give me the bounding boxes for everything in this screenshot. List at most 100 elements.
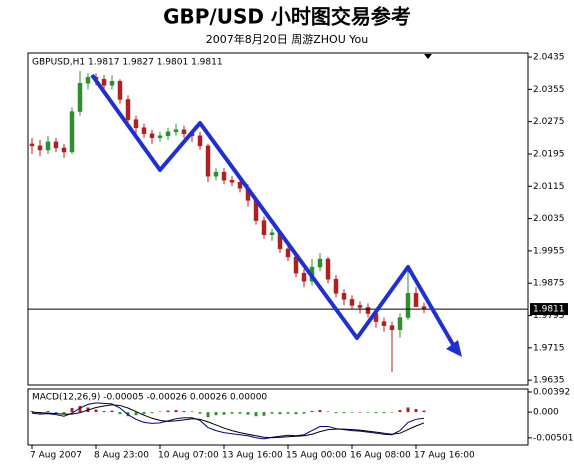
- candle-body: [85, 76, 91, 84]
- candle-body: [205, 145, 211, 177]
- macd-histogram-bar: [262, 412, 266, 416]
- x-tick-label: 16 Aug 08:00: [350, 451, 411, 461]
- candle-body: [301, 272, 307, 282]
- x-tick-label: 13 Aug 16:00: [222, 451, 283, 461]
- macd-histogram-bar: [390, 412, 394, 413]
- macd-histogram-bar: [406, 407, 410, 413]
- candle-body: [173, 129, 179, 133]
- candle-body: [77, 83, 83, 112]
- macd-y-tick-label: 0.000: [533, 408, 559, 418]
- macd-histogram-bar: [254, 412, 258, 417]
- macd-histogram-bar: [46, 411, 50, 413]
- macd-panel: [27, 388, 529, 446]
- macd-histogram-bar: [334, 412, 338, 414]
- macd-histogram-bar: [422, 410, 426, 413]
- y-tick-label: 2.0275: [533, 117, 565, 127]
- macd-histogram-bar: [398, 410, 402, 413]
- macd-histogram-bar: [54, 412, 58, 414]
- y-tick-label: 1.9795: [533, 311, 565, 321]
- macd-histogram-bar: [374, 412, 378, 414]
- candle-body: [269, 232, 275, 236]
- macd-histogram-bar: [318, 410, 322, 413]
- macd-histogram-bar: [238, 412, 242, 414]
- macd-info: MACD(12,26,9) -0.00005 -0.00026 0.00026 …: [32, 393, 267, 403]
- price-info: GBPUSD,H1 1.9817 1.9827 1.9801 1.9811: [32, 58, 223, 68]
- candle-body: [285, 248, 291, 258]
- y-tick-label: 2.0035: [533, 214, 565, 224]
- candle-body: [37, 145, 43, 151]
- y-tick-label: 2.0435: [533, 53, 565, 63]
- candle-body: [357, 305, 363, 308]
- macd-histogram-bar: [150, 412, 154, 414]
- y-tick-label: 2.0195: [533, 149, 565, 159]
- trend-arrowhead: [446, 340, 462, 357]
- candle-body: [181, 129, 187, 135]
- macd-histogram-bar: [102, 411, 106, 413]
- macd-histogram-bar: [230, 412, 234, 414]
- macd-histogram-bar: [246, 412, 250, 415]
- candle-body: [117, 81, 123, 100]
- macd-histogram-bar: [70, 408, 74, 413]
- candle-body: [109, 81, 115, 86]
- last-price-label: 1.9811: [533, 305, 565, 315]
- y-tick-label: 1.9955: [533, 246, 565, 256]
- last-price-box: [530, 303, 568, 316]
- candle-body: [341, 293, 347, 300]
- y-tick-label: 1.9875: [533, 279, 565, 289]
- candle-body: [141, 127, 147, 135]
- x-tick-label: 17 Aug 16:00: [414, 451, 475, 461]
- macd-histogram-bar: [310, 411, 314, 413]
- candle-body: [405, 293, 411, 318]
- macd-histogram-bar: [366, 412, 370, 413]
- macd-y-tick-label: 0.00392: [533, 387, 570, 397]
- candle-body: [229, 179, 235, 183]
- candle-body: [61, 147, 67, 153]
- macd-histogram-bar: [158, 411, 162, 413]
- macd-histogram-bar: [414, 409, 418, 413]
- candle-body: [45, 141, 51, 151]
- candle-body: [165, 131, 171, 137]
- chart-title: GBP/USD 小时图交易参考: [163, 5, 411, 29]
- macd-histogram-bar: [358, 412, 362, 413]
- candle-body: [101, 79, 107, 86]
- macd-histogram-bar: [62, 412, 66, 415]
- macd-histogram-bar: [134, 412, 138, 416]
- macd-histogram-bar: [142, 412, 146, 415]
- candle-body: [325, 258, 331, 280]
- candle-body: [317, 258, 323, 268]
- candle-body: [69, 111, 75, 153]
- macd-histogram-bar: [190, 411, 194, 413]
- macd-histogram-bar: [110, 410, 114, 413]
- macd-histogram-bar: [342, 412, 346, 414]
- macd-histogram-bar: [118, 412, 122, 415]
- candle-body: [157, 135, 163, 139]
- x-tick-label: 7 Aug 2007: [30, 451, 82, 461]
- y-tick-label: 2.0355: [533, 85, 565, 95]
- macd-histogram-bar: [350, 412, 354, 413]
- candle-body: [29, 143, 35, 147]
- candle-body: [413, 293, 419, 307]
- macd-histogram-bar: [198, 412, 202, 414]
- chart-subtitle: 2007年8月20日 周游ZHOU You: [206, 32, 368, 46]
- candle-body: [133, 119, 139, 128]
- candle-body: [349, 299, 355, 306]
- candle-body: [389, 325, 395, 330]
- macd-histogram-bar: [222, 412, 226, 415]
- macd-y-tick-label: -0.00501: [533, 433, 573, 443]
- candle-body: [149, 133, 155, 139]
- shift-marker: [424, 54, 432, 59]
- macd-histogram-bar: [174, 410, 178, 413]
- candle-body: [53, 141, 59, 149]
- candle-body: [125, 99, 131, 120]
- macd-histogram-bar: [78, 405, 82, 413]
- macd-histogram-bar: [302, 412, 306, 414]
- x-tick-label: 8 Aug 23:00: [94, 451, 149, 461]
- macd-histogram-bar: [206, 412, 210, 418]
- macd-histogram-bar: [286, 412, 290, 414]
- candle-body: [261, 220, 267, 236]
- candle-body: [213, 171, 219, 177]
- macd-line: [31, 402, 425, 440]
- macd-histogram-bar: [278, 412, 282, 415]
- macd-histogram-bar: [326, 411, 330, 413]
